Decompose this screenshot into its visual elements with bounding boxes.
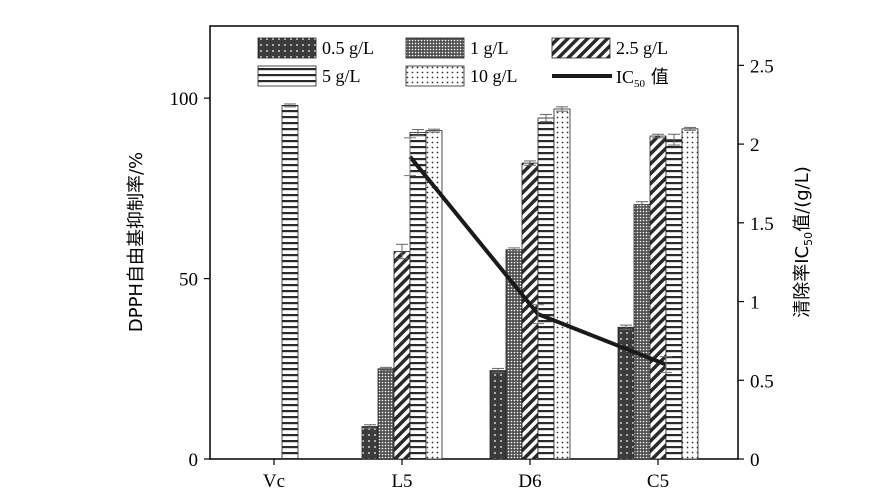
error-bar — [652, 133, 664, 139]
legend-swatch — [405, 37, 465, 59]
y-axis-left-title: DPPH自由基抑制率/% — [126, 152, 147, 332]
error-bar — [636, 201, 648, 208]
bar-2-5-g-l-l5 — [393, 251, 411, 460]
bar-5-g-l-c5 — [665, 139, 683, 460]
bar-0-5-g-l-d6 — [489, 370, 507, 460]
error-bar — [508, 247, 520, 253]
y-right-tick-label: 1 — [750, 293, 760, 314]
error-bar — [492, 367, 504, 374]
x-tick-label-d6: D6 — [518, 471, 541, 492]
y-left-tick-label: 0 — [189, 450, 199, 471]
y-axis-right-title: 清除率IC50值/(g/L) — [792, 166, 815, 318]
legend-label: 0.5 g/L — [322, 38, 374, 58]
error-bar — [684, 126, 696, 131]
error-bar — [412, 129, 424, 136]
bar-1-g-l-l5 — [377, 368, 395, 460]
legend-swatch — [257, 65, 317, 87]
plot-frame — [209, 25, 739, 460]
bar-5-g-l-d6 — [537, 117, 555, 460]
bar-5-g-l-vc — [281, 104, 299, 460]
bars-layer — [281, 104, 699, 460]
ic50-line-layer — [404, 137, 672, 373]
bar-10-g-l-c5 — [681, 128, 699, 460]
y-right-tick-label: 2.5 — [750, 56, 774, 77]
x-tick-label-c5: C5 — [647, 471, 669, 492]
legend-item: 0.5 g/L — [257, 37, 374, 59]
error-bar — [668, 133, 680, 146]
bar-1-g-l-d6 — [505, 249, 523, 460]
x-tick-label-l5: L5 — [391, 471, 412, 492]
bar-1-g-l-c5 — [633, 204, 651, 460]
bar-5-g-l-l5 — [409, 132, 427, 460]
legend-swatch — [551, 37, 611, 59]
legend-label: 1 g/L — [470, 38, 509, 58]
y-right-tick-label: 0.5 — [750, 371, 774, 392]
legend-item-ic50: IC50 值 — [552, 67, 669, 90]
axes-layer: 0 50 100 0 0.5 1 1.5 2 2.5 Vc L5 D6 C5 — [170, 56, 774, 492]
error-bar — [524, 160, 536, 166]
y-right-tick-label: 0 — [750, 450, 760, 471]
error-bar — [620, 324, 632, 330]
legend-label-ic50: IC50 值 — [616, 67, 669, 90]
legend-item: 10 g/L — [405, 65, 518, 87]
legend-label: 2.5 g/L — [616, 38, 668, 58]
bar-10-g-l-d6 — [553, 108, 571, 460]
ic50-point-error — [404, 137, 416, 177]
legend-swatch — [405, 65, 465, 87]
legend-label: 5 g/L — [322, 66, 361, 86]
legend-item: 1 g/L — [405, 37, 509, 59]
error-bar — [540, 113, 552, 123]
error-bars-layer — [284, 103, 696, 429]
ic50-point-error — [660, 356, 672, 373]
error-bar — [428, 128, 440, 133]
y-left-tick-label: 50 — [179, 270, 198, 291]
legend-label: 10 g/L — [470, 66, 518, 86]
error-bar — [556, 106, 568, 112]
legend-item: 2.5 g/L — [551, 37, 668, 59]
legend: 0.5 g/L 1 g/L 2.5 g/L 5 g/L 10 g/L IC50 值 — [257, 37, 669, 90]
bar-0-5-g-l-l5 — [361, 426, 379, 460]
x-tick-label-vc: Vc — [263, 471, 285, 492]
legend-item: 5 g/L — [257, 65, 361, 87]
error-bar — [364, 424, 376, 429]
y-right-tick-label: 2 — [750, 135, 760, 156]
error-bar — [396, 243, 408, 260]
bar-2-5-g-l-c5 — [649, 135, 667, 460]
legend-swatch — [257, 37, 317, 59]
error-bar — [380, 366, 392, 371]
y-left-tick-label: 100 — [170, 89, 199, 110]
y-right-tick-label: 1.5 — [750, 214, 774, 235]
ic50-point-error — [532, 304, 544, 325]
error-bar — [284, 103, 296, 108]
